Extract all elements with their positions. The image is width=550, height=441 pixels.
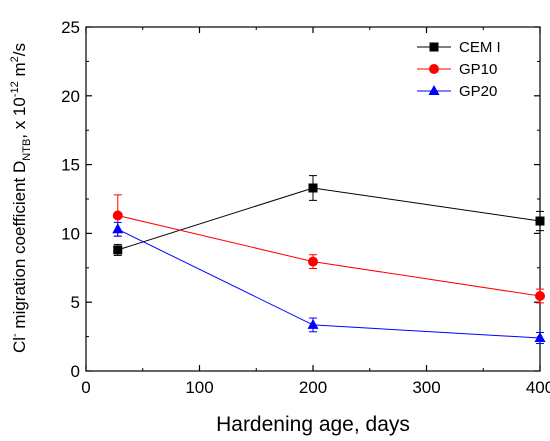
legend-entry: CEM I	[417, 39, 501, 56]
x-tick-label: 400	[526, 378, 550, 397]
data-point	[534, 331, 546, 342]
x-tick-label: 0	[81, 378, 90, 397]
x-tick-label: 200	[299, 378, 327, 397]
y-tick-label: 5	[71, 293, 80, 312]
data-point	[113, 245, 123, 255]
data-point	[535, 216, 545, 226]
y-tick-label: 0	[71, 362, 80, 381]
y-label-mid: migration coefficient D	[10, 161, 29, 334]
legend-label: GP10	[459, 61, 497, 78]
tick-labels: 0 100 200 300 400 0 5 10 15 20 25	[61, 18, 550, 397]
y-label-main: Cl	[10, 337, 29, 353]
data-point	[112, 210, 123, 221]
y-axis-label: Cl- migration coefficient DNTB, x 10-12 …	[9, 43, 33, 353]
legend: CEM I GP10 GP20	[417, 39, 501, 100]
data-point	[112, 223, 124, 234]
series-line	[117, 215, 541, 297]
legend-entry: GP20	[417, 83, 497, 100]
legend-label: GP20	[459, 83, 497, 100]
y-tick-label: 25	[61, 18, 80, 37]
x-axis-label: Hardening age, days	[216, 413, 410, 436]
legend-label: CEM I	[459, 39, 501, 56]
y-label-mid2: , x 10	[10, 97, 29, 139]
x-tick-label: 300	[412, 378, 440, 397]
series-gp10	[112, 194, 545, 304]
y-label-sub: NTB	[21, 139, 33, 161]
y-label-unit2: /s	[10, 43, 29, 56]
y-tick-label: 20	[61, 87, 80, 106]
series-gp20	[112, 221, 546, 344]
series-line	[117, 187, 541, 251]
y-label-sup1: -	[9, 333, 21, 337]
legend-marker	[428, 85, 440, 95]
data-point	[308, 183, 318, 193]
legend-entry: GP10	[417, 61, 497, 78]
series-layer	[112, 175, 546, 344]
y-label-sup3: 2	[9, 56, 21, 62]
x-tick-label: 100	[185, 378, 213, 397]
legend-marker	[429, 64, 439, 74]
y-label-unit: m	[10, 62, 29, 81]
series-cem-i	[113, 175, 545, 256]
legend-marker	[429, 42, 439, 52]
data-point	[308, 256, 318, 267]
y-tick-label: 10	[61, 224, 80, 243]
series-line	[117, 228, 541, 339]
data-point	[535, 291, 545, 302]
y-label-sup2: -12	[9, 81, 21, 97]
y-tick-label: 15	[61, 156, 80, 175]
data-point	[307, 318, 319, 329]
